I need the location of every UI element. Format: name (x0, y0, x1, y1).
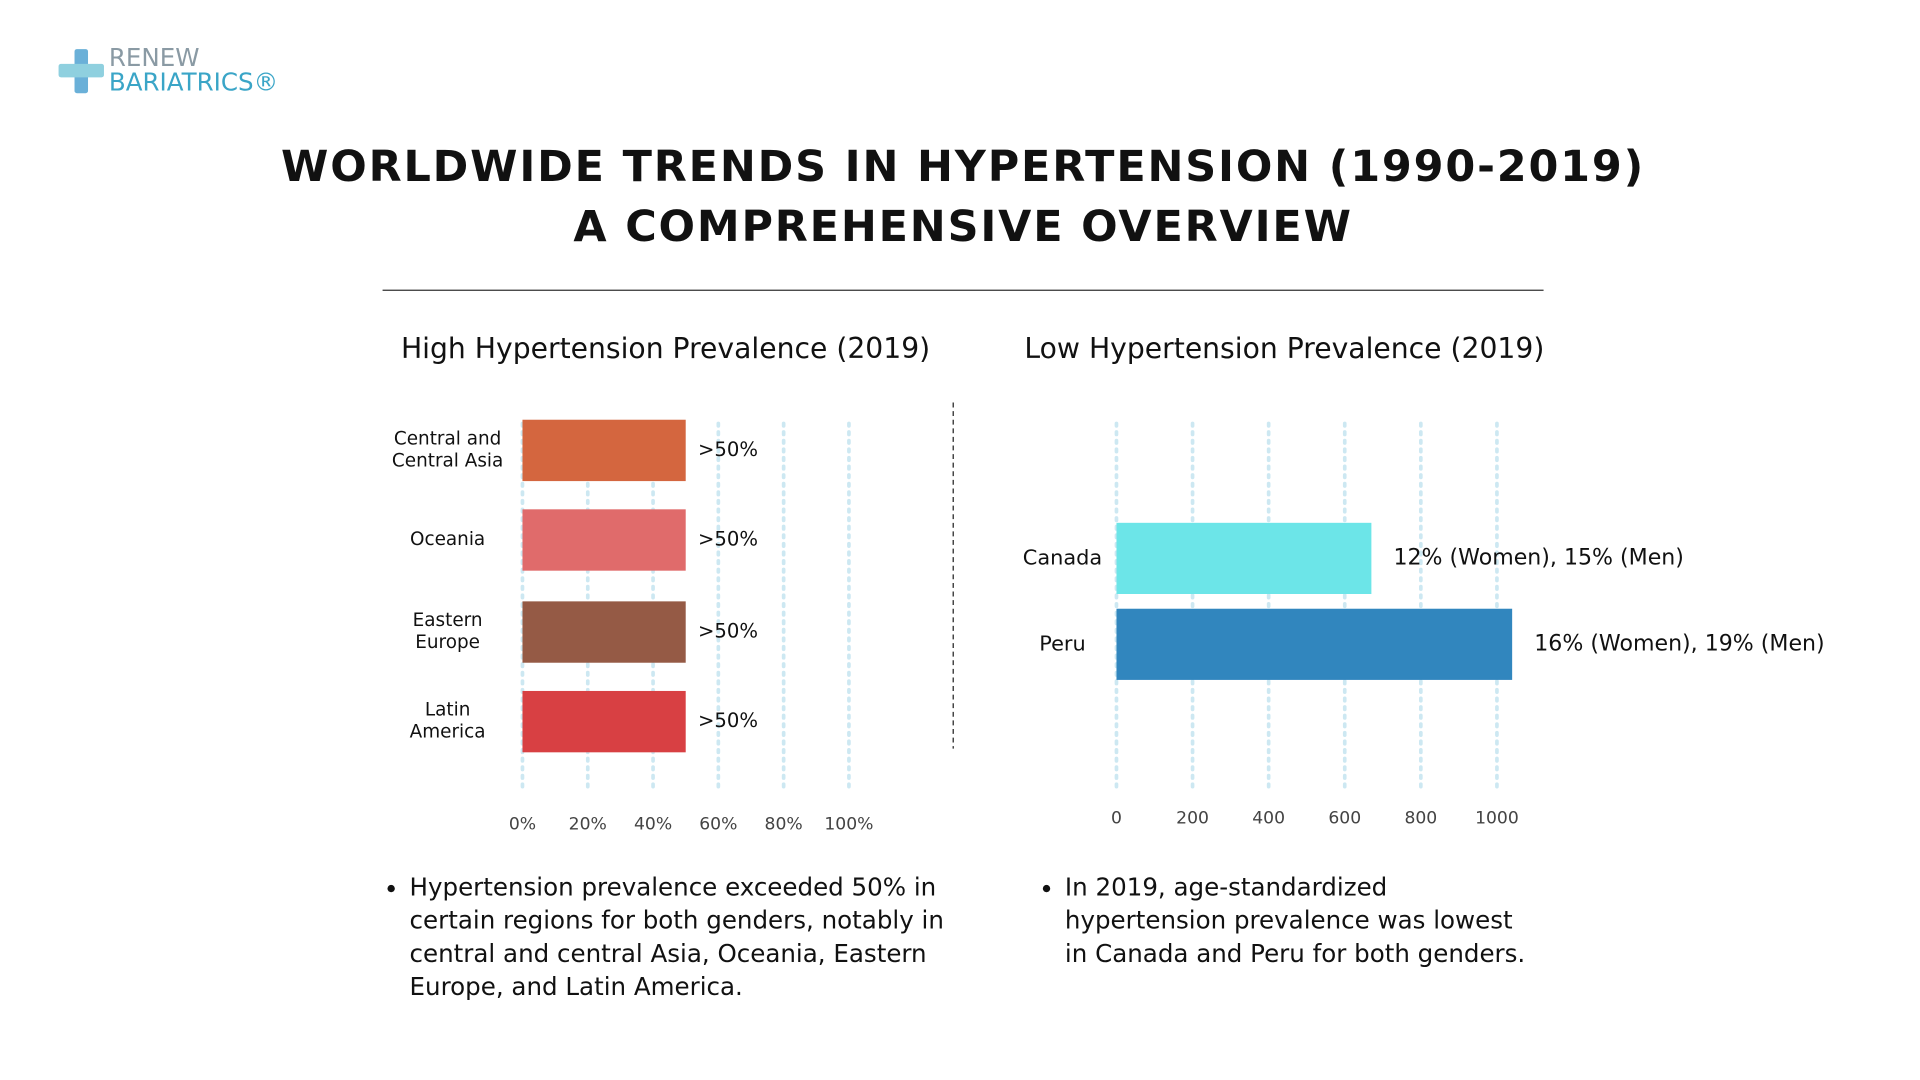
bullet-text: central and central Asia, Oceania, Easte… (410, 939, 927, 968)
value-label: >50% (698, 528, 758, 551)
x-tick-label: 1000 (1475, 809, 1519, 829)
bar (522, 509, 686, 571)
logo-cross (58, 63, 104, 78)
x-tick-label: 40% (634, 815, 672, 835)
category-label: Canada (1023, 545, 1102, 569)
x-tick-label: 400 (1252, 809, 1285, 829)
x-tick-label: 20% (569, 815, 607, 835)
x-tick-label: 100% (824, 815, 873, 835)
bullet-text: Hypertension prevalence exceeded 50% in (410, 873, 937, 902)
logo-text: RENEW (109, 43, 200, 72)
bullet-dot (1042, 884, 1051, 893)
title: WORLDWIDE TRENDS IN HYPERTENSION (1990-2… (281, 142, 1645, 192)
value-label: >50% (698, 620, 758, 643)
bar (522, 690, 686, 753)
category-label: Latin America (410, 700, 486, 743)
x-tick-label: 60% (699, 815, 737, 835)
title: A COMPREHENSIVE OVERVIEW (573, 202, 1352, 252)
bar (522, 601, 686, 663)
x-tick-label: 800 (1404, 809, 1437, 829)
bullet-text: hypertension prevalence was lowest (1065, 906, 1513, 935)
bullet-text: in Canada and Peru for both genders. (1065, 939, 1525, 968)
annotation: 16% (Women), 19% (Men) (1534, 630, 1824, 656)
bar (1116, 608, 1513, 680)
chart-title: Low Hypertension Prevalence (2019) (1024, 332, 1544, 365)
bar (522, 419, 686, 482)
bullet-text: certain regions for both genders, notabl… (410, 906, 944, 935)
x-tick-label: 200 (1176, 809, 1209, 829)
value-label: >50% (698, 438, 758, 461)
x-tick-label: 0% (509, 815, 536, 835)
x-tick-label: 600 (1328, 809, 1361, 829)
bullet-dot (387, 884, 395, 893)
x-tick-label: 80% (765, 815, 803, 835)
bullet-text: Europe, and Latin America. (410, 972, 743, 1001)
category-label: Eastern Europe (413, 610, 483, 653)
category-label: Oceania (410, 529, 485, 550)
bullet-text: In 2019, age-standardized (1065, 873, 1387, 902)
value-label: >50% (698, 709, 758, 732)
bar (1116, 522, 1372, 594)
logo: RENEW BARIATRICS® (58, 43, 278, 96)
x-tick-label: 0 (1111, 809, 1122, 829)
logo-text: BARIATRICS® (109, 67, 278, 96)
annotation: 12% (Women), 15% (Men) (1393, 544, 1683, 570)
chart-title: High Hypertension Prevalence (2019) (401, 332, 930, 365)
category-label: Central and Central Asia (392, 428, 503, 471)
category-label: Peru (1039, 631, 1085, 655)
